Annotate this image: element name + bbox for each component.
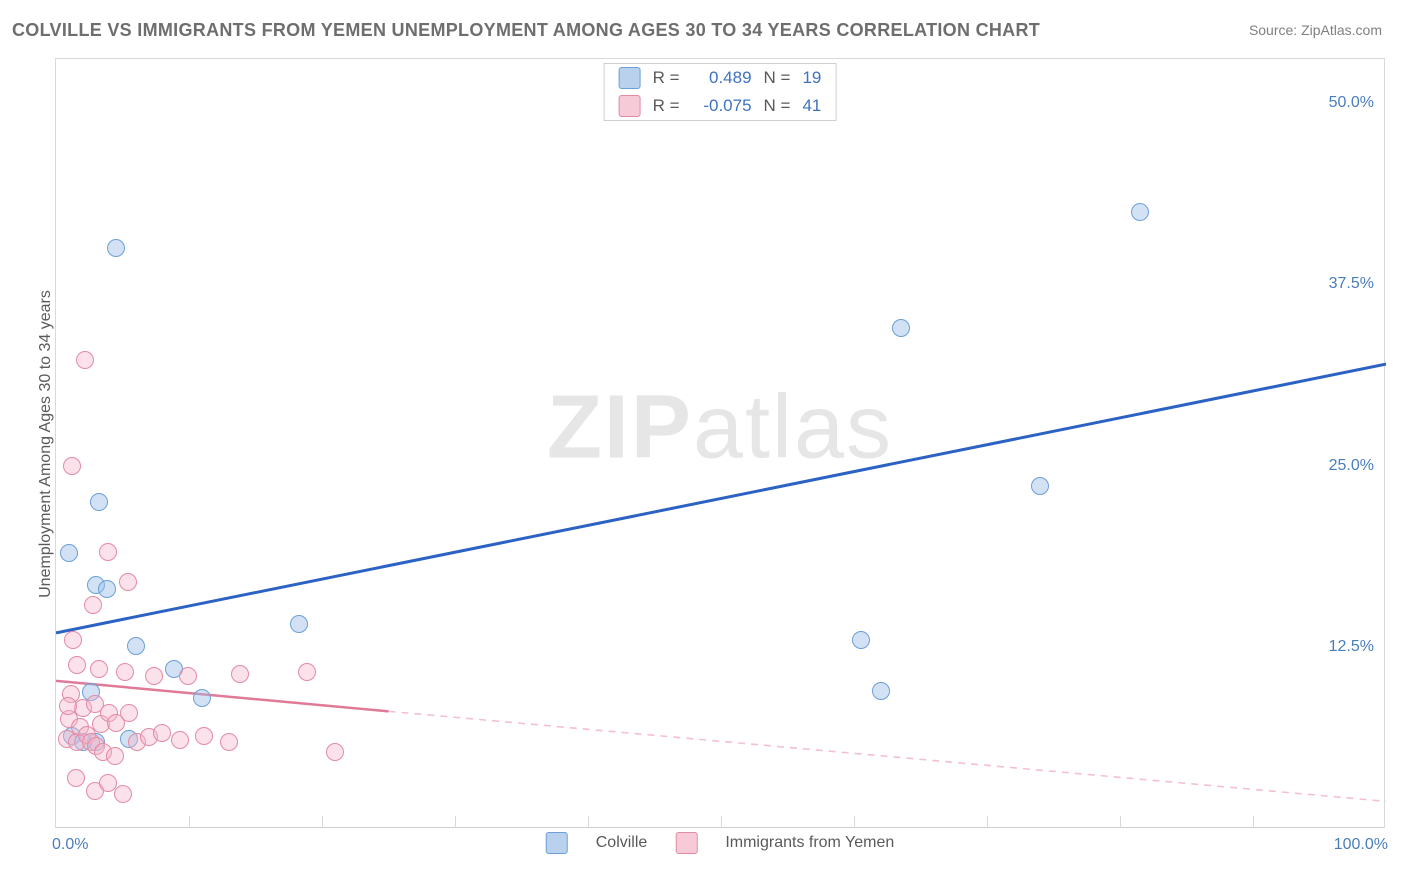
scatter-point <box>68 656 86 674</box>
scatter-point <box>220 733 238 751</box>
stats-row-colville: R = 0.489 N = 19 <box>605 64 836 92</box>
scatter-point <box>114 785 132 803</box>
scatter-point <box>298 663 316 681</box>
y-axis-label: Unemployment Among Ages 30 to 34 years <box>37 290 55 598</box>
scatter-point <box>171 731 189 749</box>
legend-swatch-pink <box>619 95 641 117</box>
watermark: ZIPatlas <box>547 377 893 480</box>
chart-title: COLVILLE VS IMMIGRANTS FROM YEMEN UNEMPL… <box>12 20 1040 41</box>
trend-lines-svg <box>56 59 1386 829</box>
scatter-point <box>60 544 78 562</box>
scatter-point <box>63 457 81 475</box>
scatter-point <box>99 543 117 561</box>
scatter-point <box>195 727 213 745</box>
x-tick-label: 0.0% <box>52 836 88 854</box>
y-tick-label: 50.0% <box>1329 94 1374 112</box>
y-tick-label: 37.5% <box>1329 275 1374 293</box>
scatter-point <box>193 689 211 707</box>
legend-swatch-blue <box>546 832 568 854</box>
scatter-point <box>98 580 116 598</box>
source-value: ZipAtlas.com <box>1301 22 1382 38</box>
n-value-colville: 19 <box>802 68 821 88</box>
scatter-point <box>76 351 94 369</box>
scatter-point <box>326 743 344 761</box>
scatter-point <box>852 631 870 649</box>
x-minor-tick <box>189 816 190 828</box>
scatter-point <box>59 697 77 715</box>
r-label: R = <box>653 68 680 88</box>
x-minor-tick <box>588 816 589 828</box>
y-tick-label: 12.5% <box>1329 638 1374 656</box>
scatter-point <box>892 319 910 337</box>
legend-label-colville: Colville <box>596 834 648 852</box>
scatter-point <box>116 663 134 681</box>
scatter-point <box>127 637 145 655</box>
x-tick-label: 100.0% <box>1334 836 1388 854</box>
scatter-point <box>119 573 137 591</box>
scatter-point <box>90 493 108 511</box>
scatter-point <box>84 596 102 614</box>
stats-row-yemen: R = -0.075 N = 41 <box>605 92 836 120</box>
x-minor-tick <box>721 816 722 828</box>
legend-label-yemen: Immigrants from Yemen <box>725 834 894 852</box>
legend-swatch-pink <box>675 832 697 854</box>
n-label: N = <box>764 68 791 88</box>
watermark-atlas: atlas <box>693 378 893 478</box>
scatter-point <box>872 682 890 700</box>
y-tick-label: 25.0% <box>1329 457 1374 475</box>
x-minor-tick <box>987 816 988 828</box>
x-axis-baseline <box>56 827 1384 828</box>
x-minor-tick <box>854 816 855 828</box>
scatter-point <box>290 615 308 633</box>
scatter-point <box>106 747 124 765</box>
scatter-point <box>67 769 85 787</box>
scatter-point <box>179 667 197 685</box>
r-value-colville: 0.489 <box>692 68 752 88</box>
scatter-point <box>64 631 82 649</box>
scatter-point <box>1131 203 1149 221</box>
bottom-legend: Colville Immigrants from Yemen <box>546 832 895 854</box>
n-label: N = <box>764 96 791 116</box>
x-minor-tick <box>455 816 456 828</box>
scatter-point <box>107 239 125 257</box>
scatter-point <box>90 660 108 678</box>
scatter-point <box>231 665 249 683</box>
scatter-point <box>120 704 138 722</box>
scatter-point <box>145 667 163 685</box>
watermark-zip: ZIP <box>547 378 693 478</box>
stats-legend: R = 0.489 N = 19 R = -0.075 N = 41 <box>604 63 837 121</box>
legend-swatch-blue <box>619 67 641 89</box>
r-label: R = <box>653 96 680 116</box>
chart-plot-area: ZIPatlas Unemployment Among Ages 30 to 3… <box>55 58 1385 828</box>
x-minor-tick <box>1120 816 1121 828</box>
source-label: Source: <box>1249 22 1297 38</box>
trend-line <box>56 364 1386 633</box>
x-minor-tick <box>322 816 323 828</box>
trend-line <box>389 711 1387 801</box>
r-value-yemen: -0.075 <box>692 96 752 116</box>
source-attribution: Source: ZipAtlas.com <box>1249 22 1382 38</box>
x-minor-tick <box>1253 816 1254 828</box>
scatter-point <box>1031 477 1049 495</box>
n-value-yemen: 41 <box>802 96 821 116</box>
scatter-point <box>153 724 171 742</box>
